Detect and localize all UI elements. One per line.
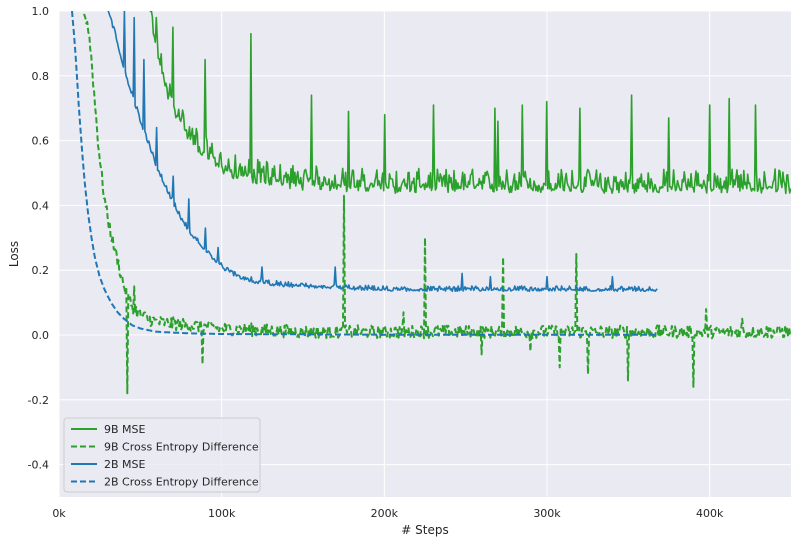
legend-label: 9B Cross Entropy Difference (104, 441, 259, 454)
x-axis-label: # Steps (401, 523, 448, 537)
legend-label: 9B MSE (104, 423, 146, 436)
y-tick-label: -0.4 (28, 459, 49, 472)
y-tick-label: 1.0 (32, 5, 50, 18)
x-tick-label: 100k (208, 507, 236, 520)
legend-label: 2B Cross Entropy Difference (104, 476, 259, 489)
x-tick-label: 400k (696, 507, 724, 520)
y-tick-label: -0.2 (28, 394, 49, 407)
legend: 9B MSE 9B Cross Entropy Difference 2B MSE 2… (64, 418, 260, 492)
y-tick-label: 0.6 (32, 135, 50, 148)
y-axis-label: Loss (7, 241, 21, 267)
legend-label: 2B MSE (104, 458, 146, 471)
y-tick-label: 0.4 (32, 199, 50, 212)
y-tick-labels: -0.4 -0.2 0.0 0.2 0.4 0.6 0.8 1.0 (28, 5, 49, 472)
y-tick-label: 0.0 (32, 329, 50, 342)
x-tick-labels: 0k 100k 200k 300k 400k (52, 507, 724, 520)
y-tick-label: 0.8 (32, 70, 50, 83)
y-tick-label: 0.2 (32, 264, 50, 277)
x-tick-label: 300k (533, 507, 561, 520)
x-tick-label: 0k (52, 507, 66, 520)
x-tick-label: 200k (371, 507, 399, 520)
